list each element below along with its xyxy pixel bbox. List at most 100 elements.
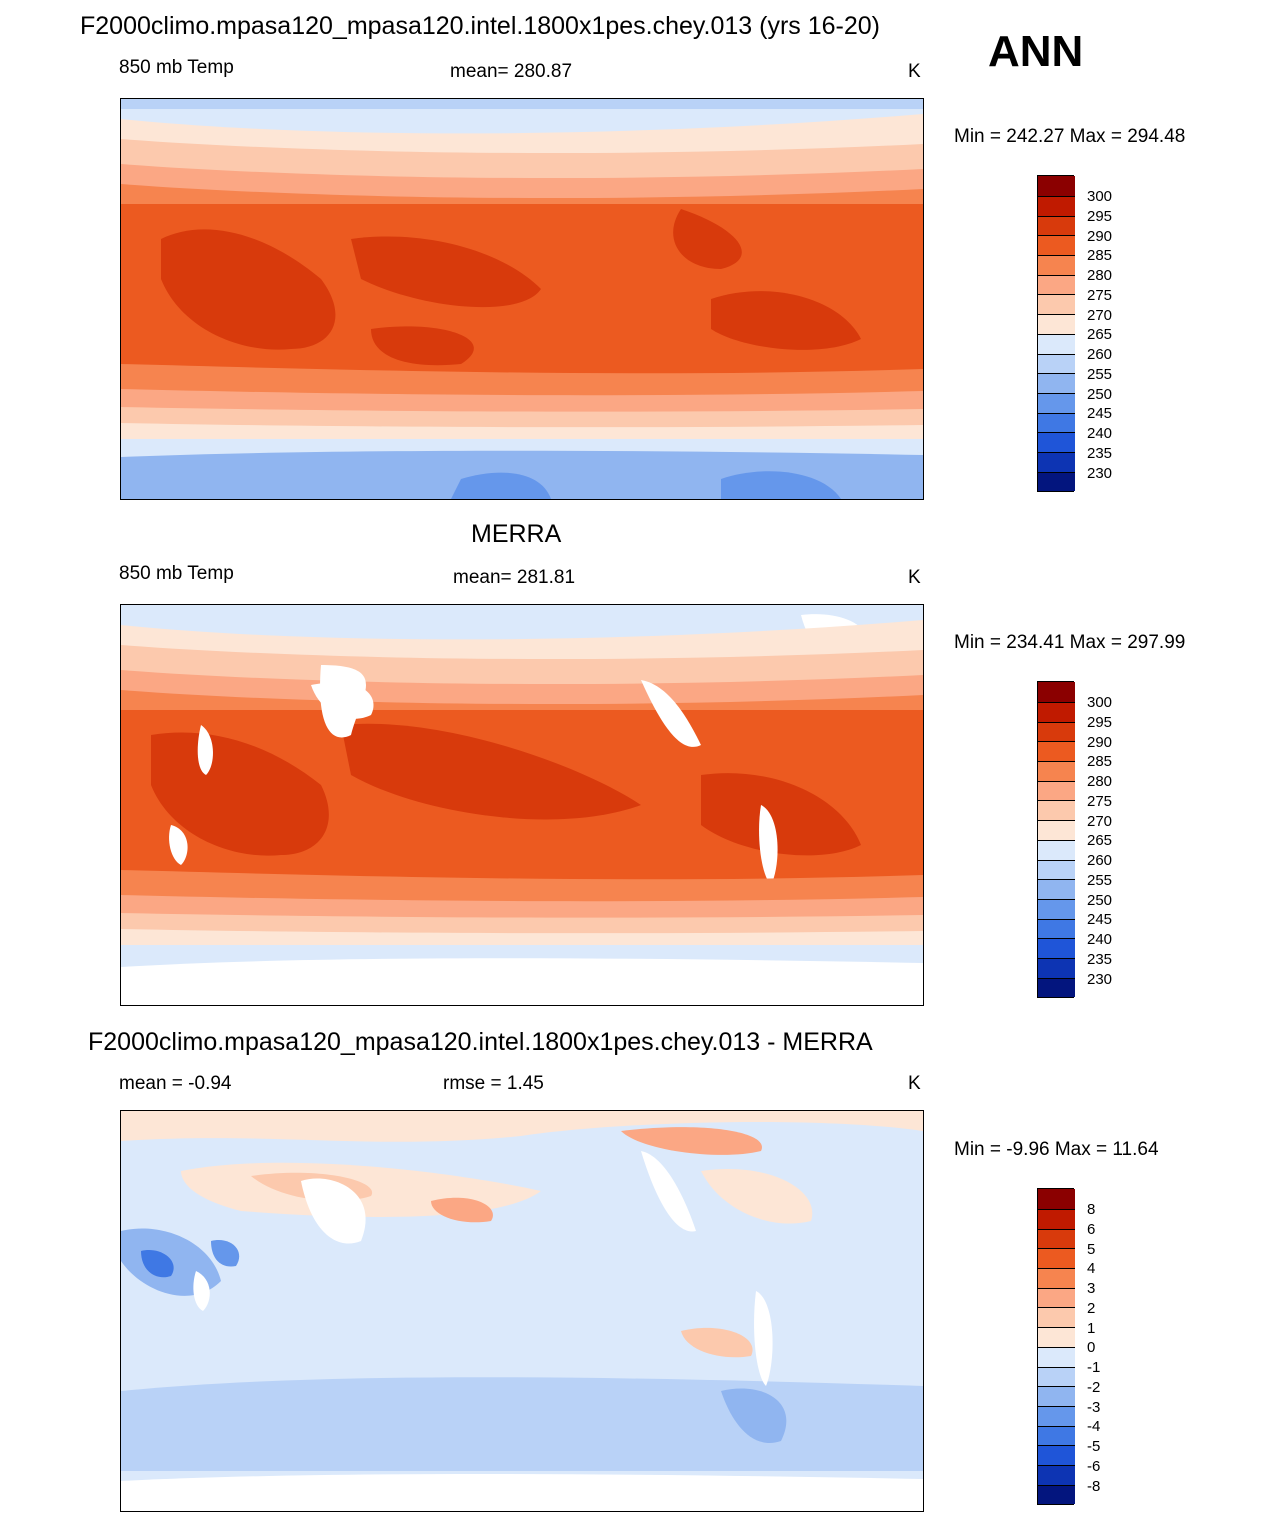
panel3-mean-label: mean = -0.94 <box>119 1073 232 1094</box>
warm-australia <box>371 326 474 366</box>
colorbar-swatch <box>1038 1346 1075 1367</box>
colorbar-tick-label: 6 <box>1087 1221 1096 1238</box>
colorbar-swatch <box>1038 957 1075 978</box>
colorbar-tick-label: -4 <box>1087 1418 1101 1435</box>
panel2-field <box>121 605 923 1005</box>
colorbar-swatch <box>1038 702 1075 722</box>
colorbar-swatch <box>1038 1307 1075 1328</box>
colorbar-tick-label: 4 <box>1087 1260 1096 1277</box>
band-subpolar-s <box>121 929 923 951</box>
colorbar-swatch <box>1038 1425 1075 1446</box>
panel3-title: F2000climo.mpasa120_mpasa120.intel.1800x… <box>88 1028 873 1056</box>
colorbar-tick-label: 295 <box>1087 714 1113 731</box>
colorbar-swatch <box>1038 1405 1075 1426</box>
colorbar-tick-label: 275 <box>1087 793 1113 810</box>
mask-ethiopia <box>193 1271 210 1311</box>
colorbar-swatch <box>1038 800 1075 821</box>
colorbar-swatch <box>1038 1248 1075 1269</box>
diff-positive-arctic-core <box>621 1127 762 1155</box>
cold-patch-1 <box>451 472 551 499</box>
panel2-mean-label: mean= 281.81 <box>453 567 576 588</box>
colorbar-tick-label: 255 <box>1087 872 1113 889</box>
colorbar-swatch <box>1038 196 1075 216</box>
colorbar-tick-label: 235 <box>1087 951 1113 968</box>
colorbar-tick-label: 250 <box>1087 892 1113 909</box>
diff-positive-n-america <box>701 1169 813 1224</box>
colorbar-tick-label: 300 <box>1087 694 1113 711</box>
colorbar-swatch <box>1038 1189 1075 1209</box>
colorbar-tick-label: 240 <box>1087 931 1113 948</box>
colorbar-swatch <box>1038 918 1075 939</box>
colorbar-tick-label: 270 <box>1087 307 1113 324</box>
colorbar-tick-label: 265 <box>1087 326 1113 343</box>
colorbar-swatch <box>1038 314 1075 334</box>
panel2-map <box>120 604 924 1006</box>
colorbar-tick-label: 290 <box>1087 228 1113 245</box>
colorbar-swatch <box>1038 780 1075 801</box>
colorbar-swatch <box>1038 682 1075 702</box>
warm-south-america <box>701 773 861 856</box>
band-subtrop-s <box>121 870 923 908</box>
colorbar-tick-label: 245 <box>1087 911 1113 928</box>
mask-tibet <box>320 665 366 738</box>
colorbar-swatch <box>1038 353 1075 374</box>
colorbar-tick-label: 0 <box>1087 1339 1096 1356</box>
band-midlat-s2 <box>121 913 923 939</box>
warm-africa <box>161 229 336 350</box>
colorbar-swatch <box>1038 255 1075 275</box>
mask-south-africa <box>169 825 188 865</box>
warm-central-america <box>673 209 742 269</box>
cold-patch-2 <box>721 471 841 499</box>
panel1-colorbar <box>1037 175 1075 492</box>
colorbar-tick-label: -2 <box>1087 1379 1101 1396</box>
colorbar-tick-label: 245 <box>1087 405 1113 422</box>
panel1-field <box>121 99 923 499</box>
colorbar-tick-label: 240 <box>1087 425 1113 442</box>
colorbar-swatch <box>1038 294 1075 315</box>
colorbar-swatch <box>1038 176 1075 196</box>
colorbar-tick-label: 8 <box>1087 1201 1096 1218</box>
colorbar-tick-label: 230 <box>1087 971 1113 988</box>
colorbar-swatch <box>1038 215 1075 236</box>
colorbar-tick-label: -8 <box>1087 1478 1101 1495</box>
colorbar-tick-label: 230 <box>1087 465 1113 482</box>
panel2-units-label: K <box>908 567 921 588</box>
colorbar-swatch <box>1038 333 1075 354</box>
band-subtrop-s <box>121 364 923 402</box>
colorbar-swatch <box>1038 451 1075 472</box>
colorbar-swatch <box>1038 1445 1075 1465</box>
colorbar-tick-label: 2 <box>1087 1300 1096 1317</box>
colorbar-swatch <box>1038 859 1075 880</box>
warm-asia <box>351 236 541 308</box>
band-midlat-s2 <box>121 407 923 433</box>
colorbar-swatch <box>1038 938 1075 958</box>
colorbar-swatch <box>1038 741 1075 762</box>
colorbar-tick-label: -3 <box>1087 1399 1101 1416</box>
colorbar-tick-label: 285 <box>1087 247 1113 264</box>
diff-negative-southern <box>121 1377 923 1471</box>
diff-positive-japan <box>431 1197 493 1223</box>
mask-andes <box>759 805 778 885</box>
colorbar-swatch <box>1038 1268 1075 1288</box>
colorbar-swatch <box>1038 879 1075 899</box>
panel3-field <box>121 1111 923 1511</box>
colorbar-swatch <box>1038 977 1075 998</box>
colorbar-tick-label: 300 <box>1087 188 1113 205</box>
colorbar-tick-label: 295 <box>1087 208 1113 225</box>
panel1-title: F2000climo.mpasa120_mpasa120.intel.1800x… <box>80 12 881 40</box>
panel1-minmax: Min = 242.27 Max = 294.48 <box>954 126 1186 147</box>
panel1-units-label: K <box>908 61 921 82</box>
colorbar-tick-label: 265 <box>1087 832 1113 849</box>
warm-africa <box>151 732 329 856</box>
colorbar-swatch <box>1038 820 1075 840</box>
diff-negative-patagonia <box>721 1388 787 1443</box>
colorbar-swatch <box>1038 721 1075 742</box>
colorbar-swatch <box>1038 1464 1075 1485</box>
colorbar-swatch <box>1038 432 1075 452</box>
colorbar-swatch <box>1038 1228 1075 1249</box>
mask-andes <box>754 1291 773 1386</box>
colorbar-swatch <box>1038 839 1075 860</box>
mask-rockies <box>641 680 701 747</box>
diff-positive-se-pacific <box>681 1327 753 1358</box>
colorbar-swatch <box>1038 235 1075 256</box>
